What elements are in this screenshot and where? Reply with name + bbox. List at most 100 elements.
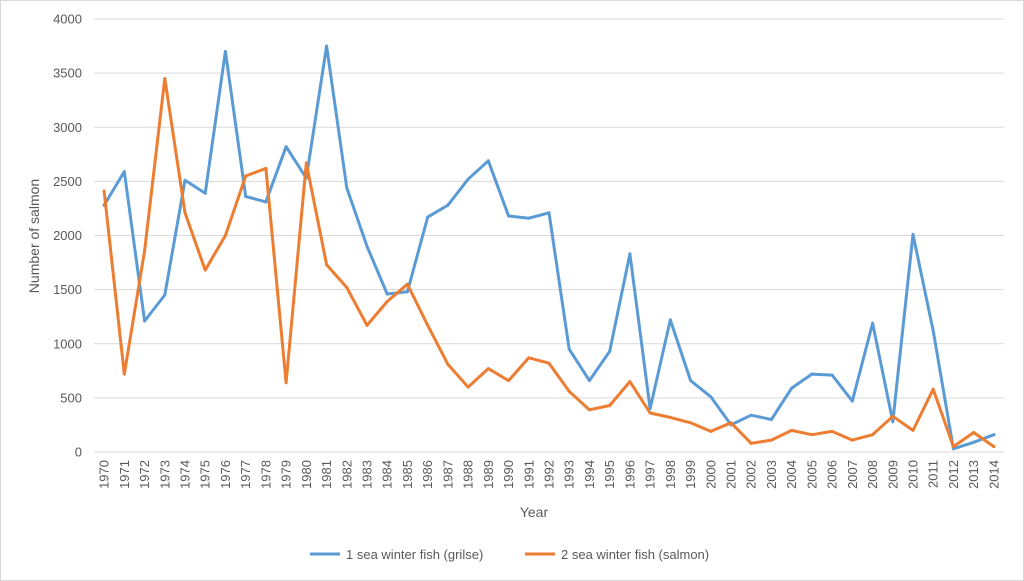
data-point xyxy=(547,211,551,215)
y-tick-label: 3500 xyxy=(53,66,82,81)
data-point xyxy=(850,438,854,442)
x-tick-label: 1980 xyxy=(299,460,314,489)
data-point xyxy=(345,285,349,289)
data-point xyxy=(911,428,915,432)
x-tick-label: 1992 xyxy=(542,460,557,489)
data-point xyxy=(102,189,106,193)
x-tick-label: 1990 xyxy=(501,460,516,489)
data-point xyxy=(426,215,430,219)
data-point xyxy=(486,367,490,371)
x-tick-label: 1983 xyxy=(360,460,375,489)
x-tick-label: 1972 xyxy=(137,460,152,489)
x-tick-label: 2007 xyxy=(845,460,860,489)
x-tick-label: 1985 xyxy=(400,460,415,489)
data-point xyxy=(507,214,511,218)
data-point xyxy=(668,318,672,322)
x-axis-title: Year xyxy=(520,504,549,520)
x-tick-label: 2001 xyxy=(724,460,739,489)
data-point xyxy=(365,323,369,327)
data-point xyxy=(931,329,935,333)
data-point xyxy=(648,411,652,415)
data-point xyxy=(810,433,814,437)
x-tick-label: 1995 xyxy=(602,460,617,489)
y-tick-label: 2500 xyxy=(53,174,82,189)
x-tick-label: 1978 xyxy=(258,460,273,489)
x-tick-label: 1994 xyxy=(582,460,597,489)
series-lines xyxy=(102,44,996,451)
data-point xyxy=(284,381,288,385)
x-tick-label: 1988 xyxy=(461,460,476,489)
x-tick-label: 1974 xyxy=(178,460,193,489)
data-point xyxy=(830,429,834,433)
data-point xyxy=(183,211,187,215)
data-point xyxy=(587,408,591,412)
x-tick-label: 1987 xyxy=(440,460,455,489)
x-tick-label: 1977 xyxy=(238,460,253,489)
x-tick-label: 1979 xyxy=(279,460,294,489)
x-axis-ticks: 1970 1971 1972 1973 1974 1975 1976 1977 1978 1979… xyxy=(97,460,1002,489)
data-point xyxy=(769,438,773,442)
series-line-grilse xyxy=(102,44,996,451)
data-point xyxy=(587,379,591,383)
data-point xyxy=(668,415,672,419)
data-point xyxy=(223,234,227,237)
data-point xyxy=(527,356,531,360)
x-tick-label: 1976 xyxy=(218,460,233,489)
y-axis-title: Number of salmon xyxy=(26,179,42,293)
gridlines xyxy=(94,18,1004,453)
x-tick-label: 2008 xyxy=(865,460,880,489)
data-point xyxy=(709,429,713,433)
data-point xyxy=(405,290,409,294)
data-point xyxy=(972,440,976,444)
x-tick-label: 1998 xyxy=(663,460,678,489)
x-tick-label: 1999 xyxy=(683,460,698,489)
x-tick-label: 2011 xyxy=(926,460,941,488)
data-point xyxy=(709,395,713,399)
data-point xyxy=(284,145,288,149)
data-point xyxy=(992,445,996,449)
y-tick-label: 4000 xyxy=(53,12,82,27)
x-tick-label: 1975 xyxy=(198,460,213,489)
y-tick-label: 0 xyxy=(75,445,82,460)
data-point xyxy=(163,293,167,297)
y-tick-label: 1500 xyxy=(53,282,82,297)
data-point xyxy=(689,379,693,383)
data-point xyxy=(729,421,733,425)
x-tick-label: 2014 xyxy=(986,460,1001,489)
x-tick-label: 1982 xyxy=(339,460,354,489)
data-point xyxy=(143,319,147,323)
data-point xyxy=(810,372,814,376)
data-point xyxy=(527,216,531,220)
data-point xyxy=(790,386,794,390)
data-point xyxy=(304,161,308,165)
data-point xyxy=(365,244,369,248)
data-point xyxy=(122,372,126,376)
x-tick-label: 2005 xyxy=(804,460,819,489)
data-point xyxy=(972,431,976,435)
x-tick-label: 1971 xyxy=(117,460,132,489)
data-point xyxy=(183,178,187,182)
data-point xyxy=(891,414,895,418)
data-point xyxy=(244,174,248,178)
data-point xyxy=(466,385,470,389)
data-point xyxy=(871,321,875,325)
data-point xyxy=(466,177,470,181)
y-tick-label: 500 xyxy=(60,390,82,405)
x-tick-label: 1984 xyxy=(380,460,395,489)
data-point xyxy=(871,433,875,437)
data-point xyxy=(203,191,207,195)
data-point xyxy=(830,373,834,377)
data-point xyxy=(911,232,915,236)
y-tick-label: 2000 xyxy=(53,228,82,243)
data-point xyxy=(951,445,955,449)
x-tick-label: 1991 xyxy=(521,460,536,489)
x-tick-label: 2009 xyxy=(885,460,900,489)
data-point xyxy=(446,362,450,366)
data-point xyxy=(163,77,167,81)
data-point xyxy=(264,166,268,170)
data-point xyxy=(325,44,329,48)
data-point xyxy=(122,170,126,174)
legend: 1 sea winter fish (grilse) 2 sea winter … xyxy=(310,547,709,562)
data-point xyxy=(891,420,895,424)
data-point xyxy=(931,387,935,391)
